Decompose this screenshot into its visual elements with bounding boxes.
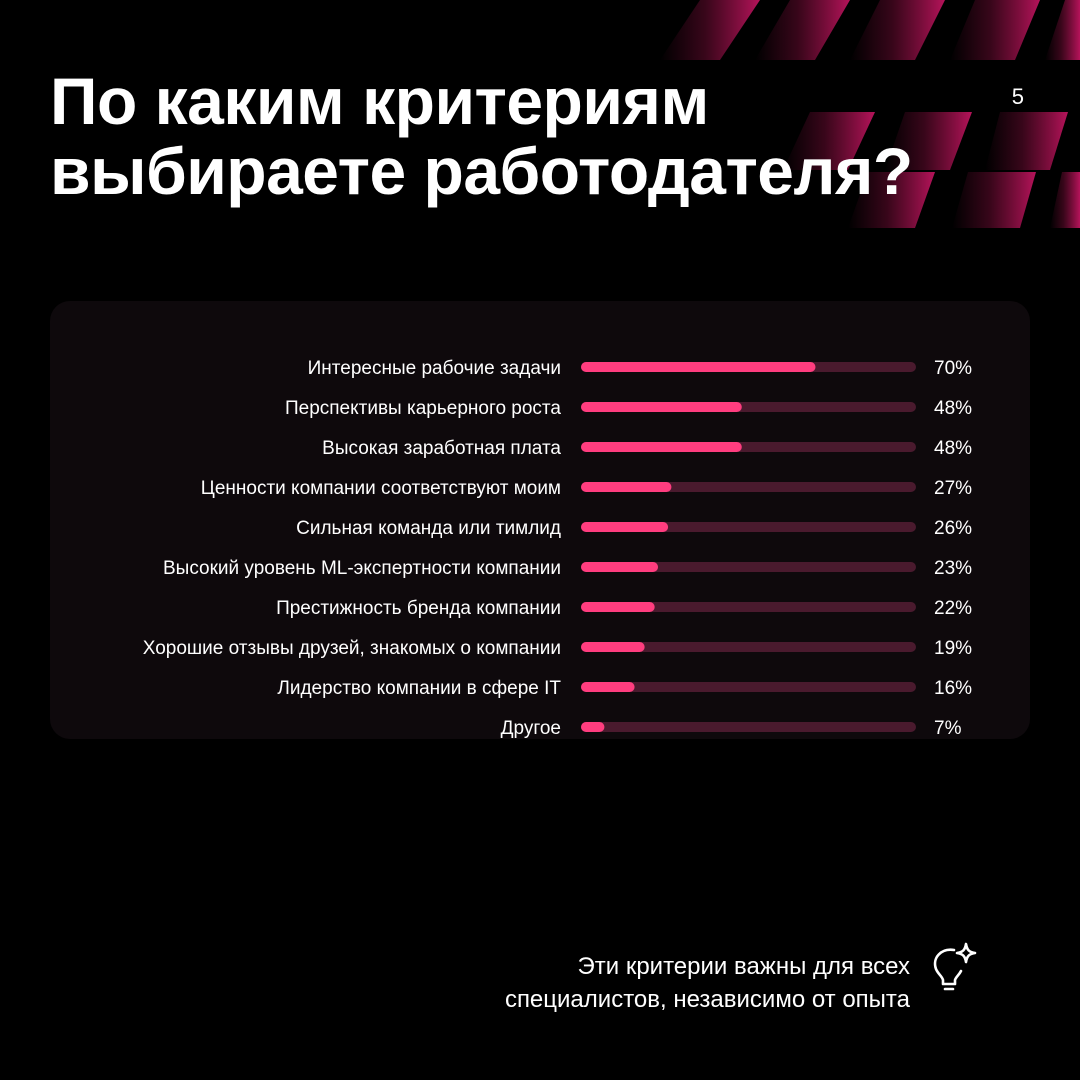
bar-track — [581, 602, 916, 612]
bar — [581, 722, 605, 732]
value-label: 27% — [934, 478, 972, 499]
lightbulb-sparkle-icon — [933, 942, 977, 991]
category-label: Другое — [501, 718, 561, 739]
category-label: Высокий уровень ML-экспертности компании — [163, 558, 561, 579]
category-label: Ценности компании соответствуют моим — [201, 478, 561, 499]
footer-note: Эти критерии важны для всех специалистов… — [505, 950, 910, 1016]
value-label: 22% — [934, 598, 972, 619]
bar-track — [581, 722, 916, 732]
category-label: Высокая заработная плата — [322, 438, 561, 459]
category-label: Сильная команда или тимлид — [296, 518, 561, 539]
bar — [581, 562, 659, 572]
page-number: 5 — [1011, 84, 1024, 109]
bar — [581, 642, 645, 652]
bar — [581, 402, 742, 412]
category-label: Престижность бренда компании — [276, 598, 561, 619]
category-label: Лидерство компании в сфере IT — [277, 678, 561, 699]
value-label: 70% — [934, 358, 972, 379]
value-label: 48% — [934, 438, 972, 459]
category-label: Хорошие отзывы друзей, знакомых о компан… — [143, 638, 561, 659]
bar — [581, 602, 655, 612]
footer-line-1: Эти критерии важны для всех — [577, 953, 911, 980]
bar-chart: Интересные рабочие задачи 70% Перспективы … — [143, 358, 972, 739]
value-label: 23% — [934, 558, 972, 579]
category-label: Интересные рабочие задачи — [308, 358, 561, 379]
bar — [581, 482, 672, 492]
value-label: 48% — [934, 398, 972, 419]
value-label: 19% — [934, 638, 972, 659]
category-label: Перспективы карьерного роста — [285, 398, 561, 419]
bar-track — [581, 562, 916, 572]
title-line-1: По каким критериям — [50, 64, 709, 138]
title-line-2: выбираете работодателя? — [50, 134, 913, 208]
bar — [581, 442, 742, 452]
value-label: 26% — [934, 518, 972, 539]
bar — [581, 522, 669, 532]
bar — [581, 682, 635, 692]
value-label: 16% — [934, 678, 972, 699]
chart-panel — [50, 301, 1030, 739]
bar — [581, 362, 816, 372]
value-label: 7% — [934, 718, 962, 739]
footer-line-2: специалистов, независимо от опыта — [504, 986, 910, 1013]
bar-track — [581, 642, 916, 652]
page-title: По каким критериям выбираете работодател… — [50, 66, 950, 206]
bar-track — [581, 682, 916, 692]
